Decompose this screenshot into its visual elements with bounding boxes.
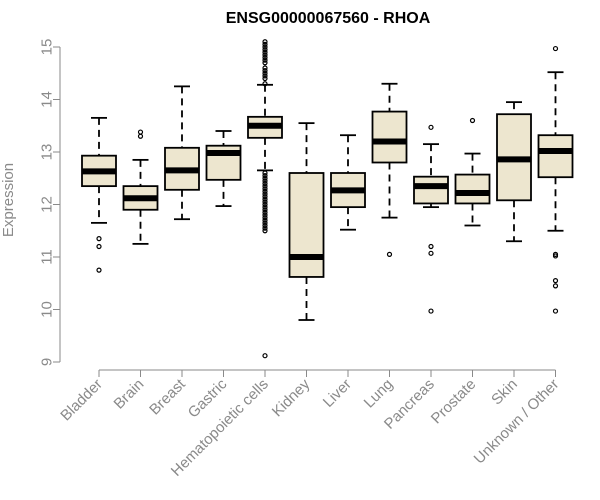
outlier-point (262, 49, 268, 55)
y-axis-label: Expression (0, 163, 17, 237)
outlier-point (262, 215, 268, 221)
outlier-point (552, 308, 559, 314)
outlier-point (262, 220, 268, 226)
y-tick-label: 11 (39, 249, 56, 265)
outlier-point (262, 228, 268, 234)
outlier-point (428, 243, 434, 250)
outlier-point (262, 52, 268, 58)
x-tick-label: Kidney (269, 375, 314, 420)
y-tick-label: 13 (39, 144, 56, 161)
box-group (371, 82, 408, 257)
outlier-point (262, 60, 268, 66)
plot-area (81, 39, 574, 359)
outlier-point (262, 75, 268, 82)
outlier-point (262, 191, 268, 197)
y-tick-label: 10 (39, 301, 56, 318)
outlier-point (262, 57, 268, 63)
outlier-point (262, 188, 268, 194)
box-group (413, 124, 449, 314)
x-tick-label: Brain (111, 376, 148, 413)
outlier-point (262, 73, 268, 79)
outlier-point (262, 47, 268, 53)
box-group (454, 117, 491, 227)
y-tick-label: 15 (39, 39, 56, 56)
y-tick-label: 9 (39, 358, 56, 366)
outlier-point (262, 194, 268, 200)
outlier-point (262, 44, 268, 50)
outlier-point (262, 41, 268, 47)
x-tick-label: Bladder (57, 376, 106, 425)
outlier-point (262, 39, 268, 45)
outlier-point (262, 178, 268, 184)
outlier-point (262, 222, 268, 229)
box-group (164, 85, 200, 221)
outlier-point (262, 68, 268, 74)
y-tick-label: 12 (39, 196, 56, 213)
outlier-point (552, 278, 559, 284)
outlier-point (262, 225, 268, 231)
outlier-point (262, 201, 268, 208)
box (288, 172, 325, 278)
box-group (330, 134, 366, 231)
outlier-point (262, 180, 268, 187)
outlier-point (96, 243, 102, 250)
outlier-point (262, 70, 268, 76)
outlier-point (552, 253, 559, 259)
box-group (247, 39, 283, 359)
outlier-point (262, 183, 268, 189)
outlier-point (262, 81, 268, 87)
outlier-point (428, 250, 434, 256)
box (413, 175, 449, 205)
outlier-point (262, 204, 268, 210)
outlier-point (386, 251, 393, 257)
outlier-point (552, 45, 559, 52)
outlier-point (262, 353, 268, 359)
outlier-point (262, 65, 268, 71)
y-axis: 9 10 11 12 13 14 15 (39, 39, 61, 366)
outlier-point (96, 267, 102, 273)
outlier-point (262, 54, 268, 61)
x-tick-label: Breast (146, 375, 189, 418)
outlier-point (262, 175, 268, 181)
box-group (122, 129, 159, 245)
box-group (81, 116, 117, 273)
outlier-point (262, 199, 268, 205)
outlier-point (262, 217, 268, 223)
outlier-point (262, 212, 268, 218)
box-group (205, 130, 242, 207)
box (537, 134, 574, 179)
box (371, 110, 408, 164)
outlier-point (262, 186, 268, 192)
box-group (537, 45, 574, 314)
outlier-point (428, 124, 434, 130)
outlier-point (262, 209, 268, 215)
outlier-point (552, 283, 559, 289)
outlier-point (262, 173, 268, 179)
box-group (496, 101, 532, 243)
box (454, 173, 491, 205)
outlier-point (262, 207, 268, 213)
outlier-point (96, 236, 102, 242)
box-group (288, 122, 325, 321)
chart-title: ENSG00000067560 - RHOA (226, 10, 431, 27)
outlier-point (262, 196, 268, 202)
x-tick-label: Liver (320, 376, 355, 411)
outlier-point (262, 170, 268, 176)
outlier-point (428, 308, 434, 314)
outlier-point (137, 129, 144, 135)
y-tick-label: 14 (39, 91, 56, 108)
x-tick-label: Lung (361, 376, 397, 412)
outlier-point (469, 117, 476, 124)
x-tick-label: Prostate (428, 376, 480, 428)
outlier-point (137, 133, 144, 139)
x-tick-label: Skin (488, 376, 521, 409)
